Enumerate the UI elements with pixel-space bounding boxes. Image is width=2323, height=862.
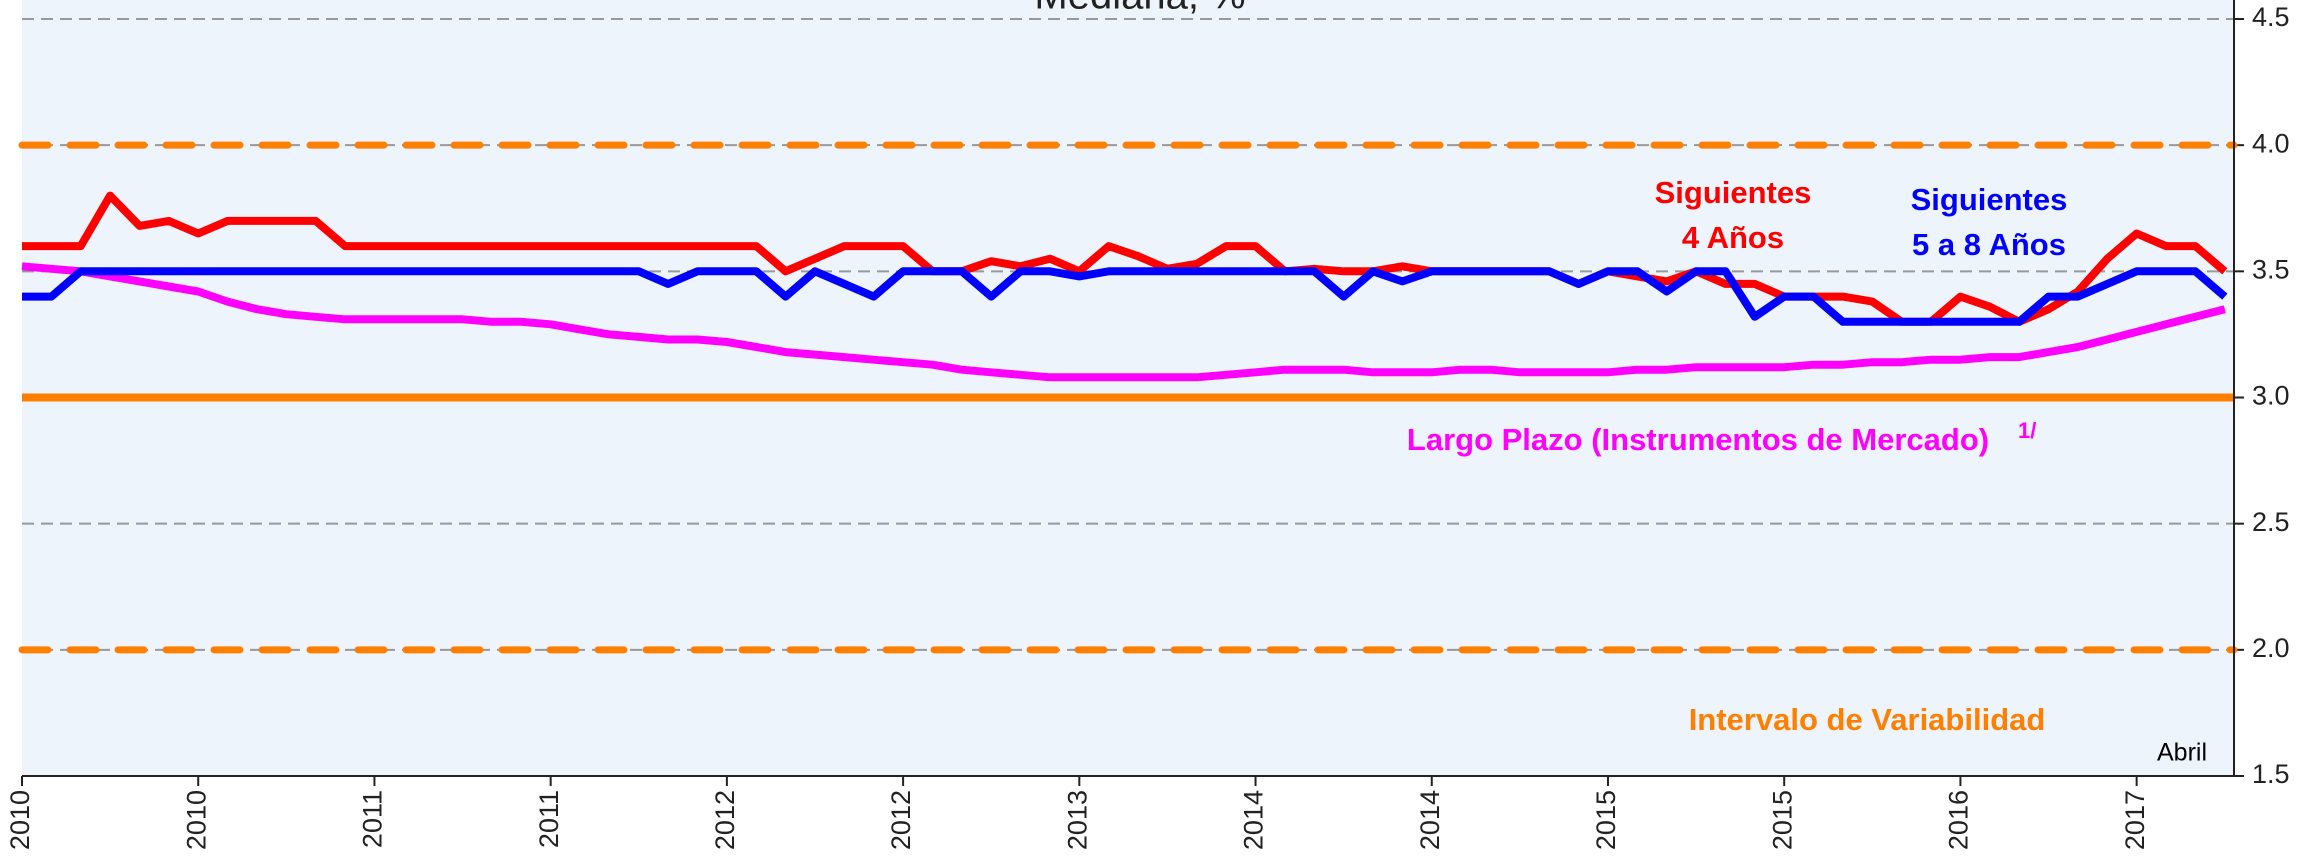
series-line: [22, 191, 2228, 326]
x-tick-label: 2016: [1944, 790, 1974, 850]
x-tick-label: 2017: [2120, 790, 2150, 850]
y-tick-label: 2.0: [2252, 633, 2290, 663]
series-line: [22, 267, 2228, 326]
chart-title: Mediana, %: [1034, 0, 1245, 18]
x-tick-label: 2014: [1415, 790, 1445, 850]
x-tick-label: 2013: [1062, 790, 1092, 850]
y-tick-label: 3.0: [2252, 381, 2290, 411]
x-tick-label: 2012: [886, 790, 916, 850]
series-line: [21, 262, 2226, 382]
annotation: Largo Plazo (Instrumentos de Mercado): [1407, 422, 1989, 457]
annotation: Siguientes: [1655, 175, 1812, 210]
x-tick-label: 2010: [5, 790, 35, 850]
x-tick-label: 2011: [358, 790, 388, 848]
annotation: Intervalo de Variabilidad: [1689, 702, 2046, 737]
annotation: Abril: [2157, 739, 2207, 767]
y-tick-label: 3.5: [2252, 254, 2290, 284]
x-tick-label: 2010: [181, 790, 211, 850]
x-tick-label: 2011: [534, 790, 564, 848]
y-tick-label: 1.5: [2252, 759, 2290, 789]
annotation: Siguientes: [1911, 182, 2068, 217]
y-tick-label: 4.5: [2252, 2, 2290, 32]
annotation: 1/: [2018, 418, 2036, 443]
x-tick-label: 2015: [1591, 790, 1621, 850]
annotation: 4 Años: [1682, 220, 1784, 255]
x-tick-label: 2014: [1239, 790, 1269, 850]
x-tick-label: 2012: [710, 790, 740, 850]
x-tick-label: 2015: [1767, 790, 1797, 850]
y-tick-label: 4.0: [2252, 128, 2290, 158]
y-tick-label: 2.5: [2252, 507, 2290, 537]
plot-background: [22, 0, 2234, 776]
annotation: 5 a 8 Años: [1912, 227, 2066, 262]
